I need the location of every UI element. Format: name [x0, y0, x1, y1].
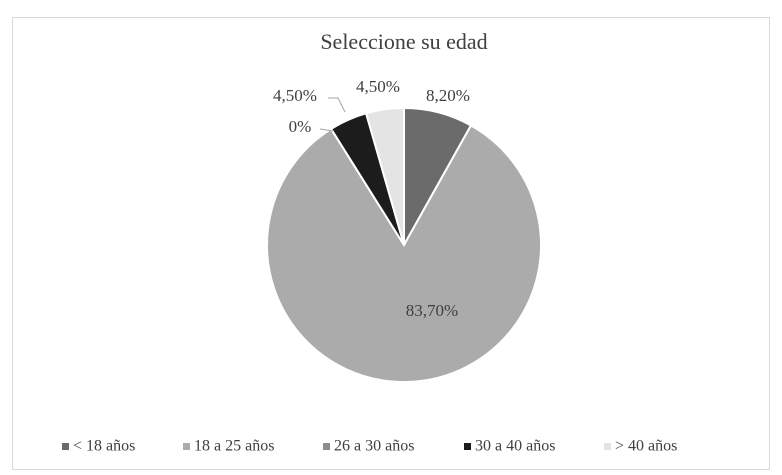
legend-swatch [183, 443, 190, 450]
legend-swatch [323, 443, 330, 450]
legend-label: > 40 años [615, 438, 677, 455]
legend-swatch [604, 443, 611, 450]
legend-label: 18 a 25 años [194, 438, 274, 455]
legend-label: 26 a 30 años [334, 438, 414, 455]
data-label: 4,50% [273, 86, 317, 105]
legend-label: < 18 años [73, 438, 135, 455]
data-label: 4,50% [356, 77, 400, 96]
pie-slice [266, 124, 542, 383]
leader-line [328, 97, 346, 113]
chart-title: Seleccione su edad [320, 29, 487, 54]
data-label: 0% [289, 117, 312, 136]
legend-label: 30 a 40 años [475, 438, 555, 455]
data-label: 83,70% [406, 301, 458, 320]
legend-swatch [464, 443, 471, 450]
pie-slice [364, 106, 405, 246]
legend-swatch [62, 443, 69, 450]
leader-line [319, 128, 334, 132]
data-label: 8,20% [426, 86, 470, 105]
